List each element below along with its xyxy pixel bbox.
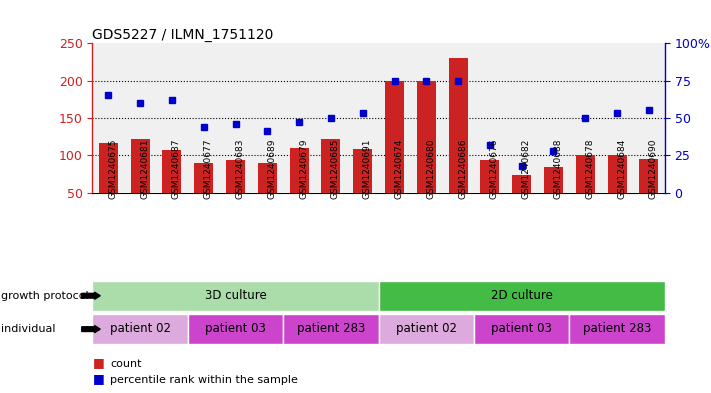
Text: count: count (110, 360, 141, 369)
Text: GSM1240675: GSM1240675 (108, 139, 117, 200)
Text: GSM1240674: GSM1240674 (395, 139, 404, 200)
Bar (92, 281, 379, 311)
Text: GDS5227 / ILMN_1751120: GDS5227 / ILMN_1751120 (92, 28, 274, 42)
Text: patient 03: patient 03 (205, 322, 266, 335)
Bar (417, 81, 436, 193)
Bar (379, 314, 474, 344)
Text: GSM1240689: GSM1240689 (267, 139, 277, 200)
Text: individual: individual (1, 324, 55, 334)
Text: ■: ■ (92, 356, 105, 369)
Text: GSM1240683: GSM1240683 (235, 139, 245, 200)
Text: GSM1240682: GSM1240682 (522, 139, 530, 200)
Text: percentile rank within the sample: percentile rank within the sample (110, 375, 298, 385)
Text: GSM1240687: GSM1240687 (172, 139, 181, 200)
Bar (321, 139, 341, 193)
Bar (481, 160, 499, 193)
Text: GSM1240690: GSM1240690 (649, 139, 658, 200)
Text: patient 02: patient 02 (396, 322, 456, 335)
Bar (639, 159, 658, 193)
Text: GSM1240685: GSM1240685 (331, 139, 340, 200)
Text: 2D culture: 2D culture (491, 288, 552, 301)
Text: patient 02: patient 02 (109, 322, 171, 335)
Bar (289, 148, 309, 193)
Bar (607, 155, 626, 193)
Text: growth protocol: growth protocol (1, 291, 88, 301)
Text: GSM1240678: GSM1240678 (585, 139, 594, 200)
Text: GSM1240691: GSM1240691 (363, 139, 372, 200)
Text: GSM1240684: GSM1240684 (617, 139, 626, 200)
Text: ■: ■ (92, 372, 105, 385)
Bar (226, 160, 245, 193)
Text: GSM1240688: GSM1240688 (553, 139, 562, 200)
Bar (353, 149, 373, 193)
Bar (379, 281, 665, 311)
Text: patient 03: patient 03 (491, 322, 552, 335)
Text: GSM1240677: GSM1240677 (204, 139, 213, 200)
Bar (283, 314, 379, 344)
Text: GSM1240681: GSM1240681 (140, 139, 149, 200)
Bar (162, 150, 181, 193)
Text: patient 283: patient 283 (583, 322, 651, 335)
Text: GSM1240679: GSM1240679 (299, 139, 308, 200)
Bar (194, 163, 213, 193)
Bar (512, 175, 531, 193)
Bar (188, 314, 283, 344)
Bar (449, 58, 468, 193)
Text: 3D culture: 3D culture (205, 288, 267, 301)
Bar (92, 314, 188, 344)
Text: GSM1240686: GSM1240686 (458, 139, 467, 200)
Bar (99, 143, 118, 193)
Text: GSM1240680: GSM1240680 (427, 139, 435, 200)
Bar (474, 314, 570, 344)
Text: GSM1240676: GSM1240676 (490, 139, 499, 200)
Bar (385, 81, 404, 193)
Bar (258, 163, 277, 193)
Bar (570, 314, 665, 344)
Bar (544, 167, 563, 193)
Bar (576, 155, 595, 193)
Text: patient 283: patient 283 (296, 322, 365, 335)
Bar (131, 139, 150, 193)
